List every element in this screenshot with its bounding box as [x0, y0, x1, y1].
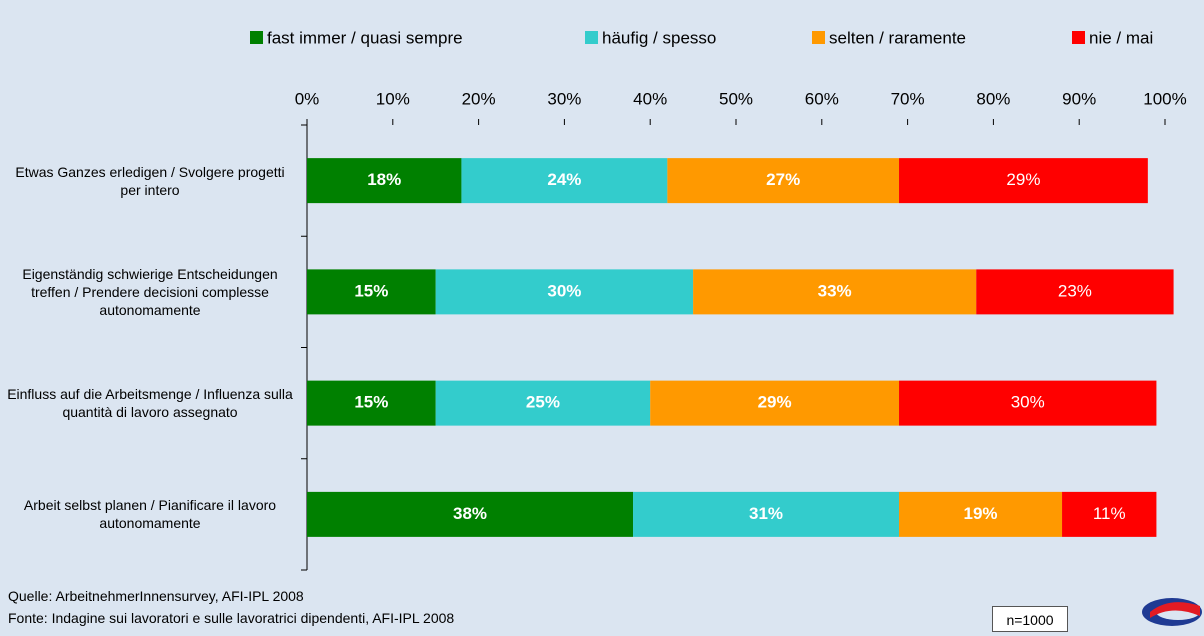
x-tick-label: 0%	[295, 89, 320, 108]
legend-label: selten / raramente	[829, 28, 966, 47]
data-label: 30%	[547, 281, 581, 300]
category-label: Arbeit selbst planen / Pianificare il la…	[23, 497, 277, 532]
legend-label: nie / mai	[1089, 28, 1153, 47]
data-label: 30%	[1011, 393, 1045, 412]
category-label: Etwas Ganzes erledigen / Svolgere proget…	[15, 163, 285, 198]
category-label: Einfluss auf die Arbeitsmenge / Influenz…	[7, 386, 293, 421]
bar-segment	[461, 158, 668, 204]
bar-segment	[667, 158, 900, 204]
legend-swatch	[812, 31, 825, 44]
sample-note: n=1000	[992, 606, 1068, 632]
data-label: 27%	[766, 170, 800, 189]
source: Fonte: Indagine sui lavoratori e sulle l…	[8, 610, 455, 626]
bar-segment	[307, 269, 436, 315]
legend-label: fast immer / quasi sempre	[267, 28, 463, 47]
legend-swatch	[585, 31, 598, 44]
bar-segment	[435, 380, 651, 426]
x-tick-label: 10%	[376, 89, 410, 108]
x-tick-label: 70%	[891, 89, 925, 108]
bar-segment	[307, 158, 462, 204]
bar-segment	[307, 491, 634, 537]
data-label: 29%	[758, 393, 792, 412]
data-label: 11%	[1093, 504, 1126, 523]
data-label: 24%	[547, 170, 581, 189]
legend-label: häufig / spesso	[602, 28, 716, 47]
data-label: 19%	[964, 504, 998, 523]
data-label: 29%	[1006, 170, 1040, 189]
bar-segment	[1062, 491, 1157, 537]
bar-segment	[650, 380, 900, 426]
data-label: 31%	[749, 504, 783, 523]
data-label: 25%	[526, 393, 560, 412]
x-tick-label: 50%	[719, 89, 753, 108]
legend-swatch	[250, 31, 263, 44]
bar-segment	[633, 491, 900, 537]
legend-swatch	[1072, 31, 1085, 44]
bar-segment	[899, 158, 1148, 204]
data-label: 33%	[818, 281, 852, 300]
x-tick-label: 100%	[1143, 89, 1186, 108]
category-label: Eigenständig schwierige Entscheidungen t…	[22, 265, 278, 318]
data-label: 15%	[354, 393, 388, 412]
data-label: 38%	[453, 504, 487, 523]
x-tick-label: 40%	[633, 89, 667, 108]
x-tick-label: 80%	[976, 89, 1010, 108]
bar-segment	[307, 380, 436, 426]
x-tick-label: 30%	[547, 89, 581, 108]
data-label: 18%	[367, 170, 401, 189]
x-tick-label: 60%	[805, 89, 839, 108]
source: Quelle: ArbeitnehmerInnensurvey, AFI-IPL…	[8, 588, 304, 604]
data-label: 23%	[1058, 281, 1092, 300]
bar-segment	[899, 380, 1157, 426]
logo	[1150, 602, 1200, 618]
bar-segment	[693, 269, 977, 315]
bar-segment	[899, 491, 1063, 537]
bar-segment	[976, 269, 1174, 315]
data-label: 15%	[354, 281, 388, 300]
x-tick-label: 20%	[462, 89, 496, 108]
bar-segment	[435, 269, 694, 315]
x-tick-label: 90%	[1062, 89, 1096, 108]
